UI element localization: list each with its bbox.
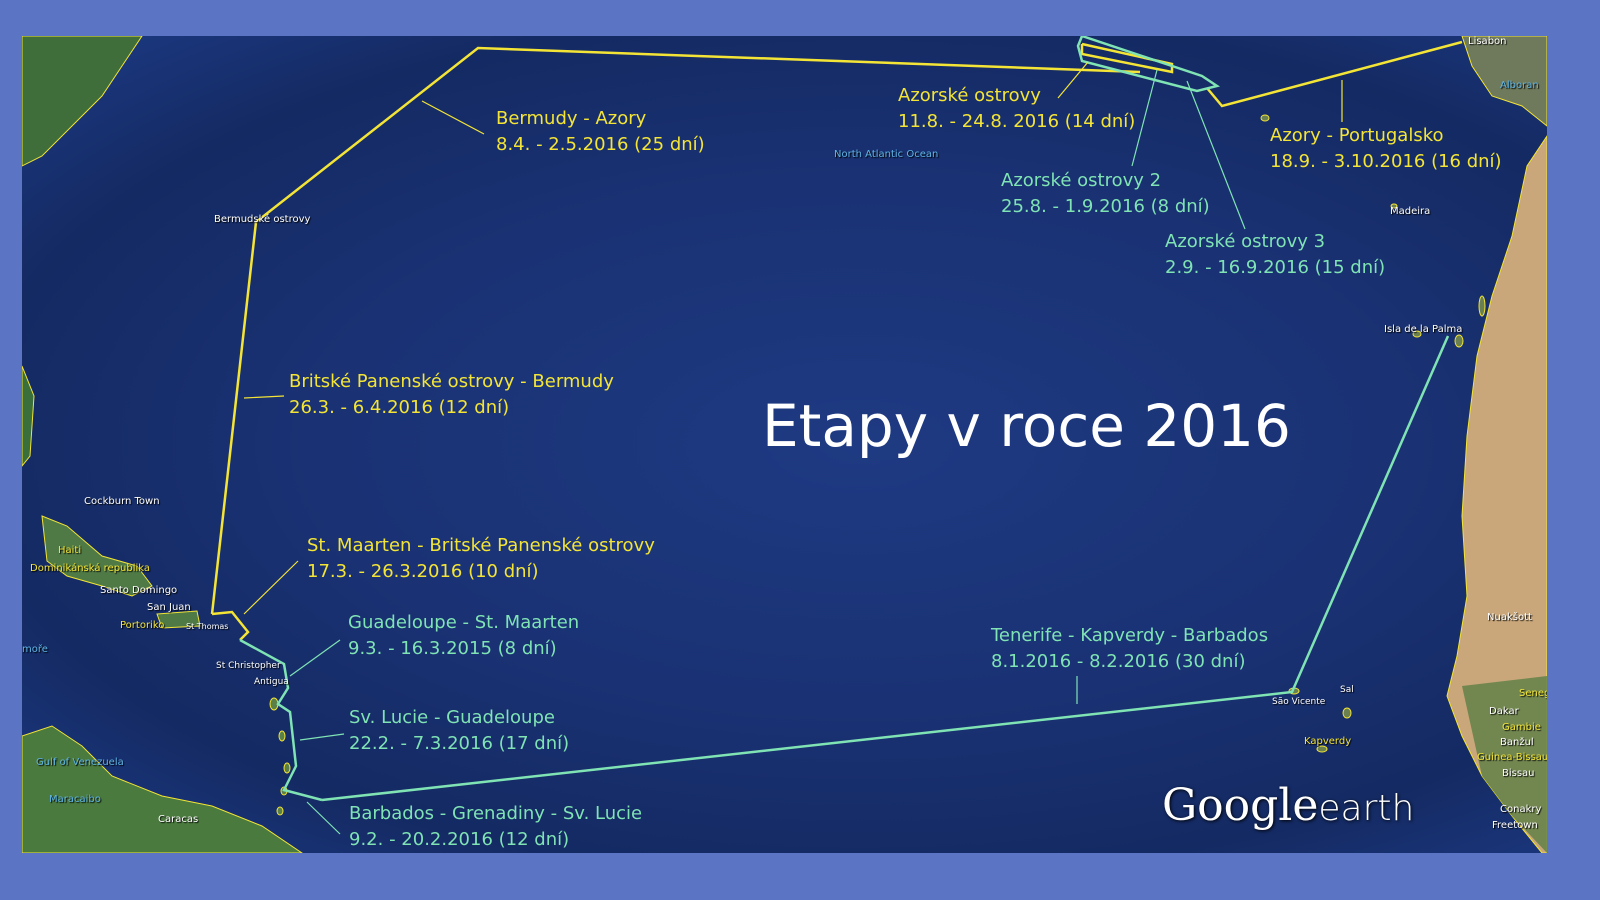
- place-label: Kapverdy: [1304, 736, 1352, 747]
- pointer-bvi-bermudy: [243, 395, 285, 399]
- place-label: Madeira: [1390, 206, 1431, 217]
- place-label: Nuakšott: [1487, 612, 1532, 623]
- place-label: St Thomas: [186, 622, 229, 631]
- leg-label-barbados-svlucie: Barbados - Grenadiny - Sv. Lucie 9.2. - 2…: [349, 803, 643, 850]
- place-label: San Juan: [147, 602, 191, 613]
- pointer-barbados: [306, 801, 341, 835]
- place-label: Santo Domingo: [100, 585, 178, 596]
- place-label: Caracas: [158, 814, 199, 825]
- place-label: Gulf of Venezuela: [36, 757, 124, 768]
- place-label: Sal: [1340, 685, 1354, 695]
- place-label: Conakry: [1500, 804, 1542, 815]
- land-south-america: [22, 725, 303, 853]
- pointer-bermudy-azory: [421, 100, 485, 135]
- google-earth-logo: Googleearth: [1162, 780, 1415, 831]
- place-label: Dakar: [1489, 706, 1519, 717]
- land-iberia: [1461, 36, 1547, 127]
- place-label: Gambie: [1502, 722, 1541, 733]
- pointer-svlucie: [299, 733, 345, 741]
- map-view[interactable]: Bermudské ostrovy North Atlantic Ocean L…: [22, 36, 1547, 853]
- place-label: Isla de la Palma: [1384, 324, 1463, 335]
- place-label: Maracaibo: [49, 794, 101, 805]
- leg-label-azory-portugalsko: Azory - Portugalsko 18.9. - 3.10.2016 (16…: [1270, 125, 1502, 172]
- leg-label-bermudy-azory: Bermudy - Azory 8.4. - 2.5.2016 (25 dní): [496, 108, 705, 155]
- land-africa: [1446, 135, 1547, 853]
- pointer-guadeloupe: [289, 639, 341, 677]
- place-label: Bermudské ostrovy: [214, 214, 311, 225]
- leg-label-azorske-ostrovy-2: Azorské ostrovy 2 25.8. - 1.9.2016 (8 dní…: [1001, 170, 1210, 217]
- place-label: Alboran: [1500, 80, 1539, 91]
- route-yellow-azores-portugal: [1206, 40, 1463, 108]
- route-layer: [210, 36, 1463, 835]
- place-label: Dominikánská republika: [30, 563, 151, 574]
- land-layer: [22, 36, 1547, 853]
- place-label: São Vicente: [1272, 697, 1326, 707]
- route-yellow-azores-loop: [1080, 42, 1174, 74]
- route-green-atlantic: [321, 335, 1450, 802]
- place-label: Portoriko: [120, 620, 165, 631]
- pointer-azorske2: [1131, 69, 1158, 167]
- route-green-azores-loop: [1076, 36, 1221, 93]
- pointer-azorske3: [1186, 80, 1246, 230]
- leg-label-svlucie-guadeloupe: Sv. Lucie - Guadeloupe 22.2. - 7.3.2016 (…: [349, 707, 570, 754]
- route-green-caribbean: [239, 638, 323, 802]
- place-label: Freetown: [1492, 820, 1538, 831]
- land-north-america: [22, 36, 143, 167]
- leg-label-azorske-ostrovy-3: Azorské ostrovy 3 2.9. - 16.9.2016 (15 dn…: [1165, 231, 1386, 278]
- place-label: Guinea-Bissau: [1477, 752, 1547, 763]
- land-hispaniola: [41, 515, 153, 597]
- route-yellow-stmaarten-bvi: [211, 610, 250, 641]
- place-label: St Christopher: [216, 661, 281, 671]
- place-label: Antigua: [254, 677, 289, 687]
- place-label: Haiti: [58, 545, 82, 556]
- lesser-antilles: [269, 697, 291, 816]
- land-caribbean-west: [22, 365, 35, 467]
- leg-label-guadeloupe-stmaarten: Guadeloupe - St. Maarten 9.3. - 16.3.2015…: [348, 612, 580, 659]
- leg-label-bvi-bermudy: Britské Panenské ostrovy - Bermudy 26.3. …: [289, 371, 614, 418]
- land-west-africa-green: [1462, 676, 1547, 853]
- place-label: Banžul: [1500, 737, 1534, 748]
- pointer-azorske: [1057, 61, 1089, 99]
- land-puerto-rico: [156, 610, 201, 629]
- place-label: Senegal: [1519, 688, 1547, 699]
- place-label: Cockburn Town: [84, 496, 160, 507]
- place-label: Lisabon: [1468, 36, 1507, 47]
- leg-label-tenerife-barbados: Tenerife - Kapverdy - Barbados 8.1.2016 -…: [991, 625, 1269, 672]
- place-label: North Atlantic Ocean: [834, 149, 939, 160]
- leg-label-azorske-ostrovy: Azorské ostrovy 11.8. - 24.8. 2016 (14 dn…: [898, 85, 1136, 132]
- atlantic-islands: [1260, 114, 1486, 753]
- leg-label-stmaarten-bvi: St. Maarten - Britské Panenské ostrovy 17…: [307, 535, 655, 582]
- page-title: Etapy v roce 2016: [762, 392, 1291, 460]
- place-label: Bissau: [1502, 768, 1535, 779]
- pointer-stmaarten: [243, 560, 299, 615]
- route-yellow-bvi-bermuda-azores: [210, 46, 1141, 615]
- place-label: moře: [22, 644, 48, 655]
